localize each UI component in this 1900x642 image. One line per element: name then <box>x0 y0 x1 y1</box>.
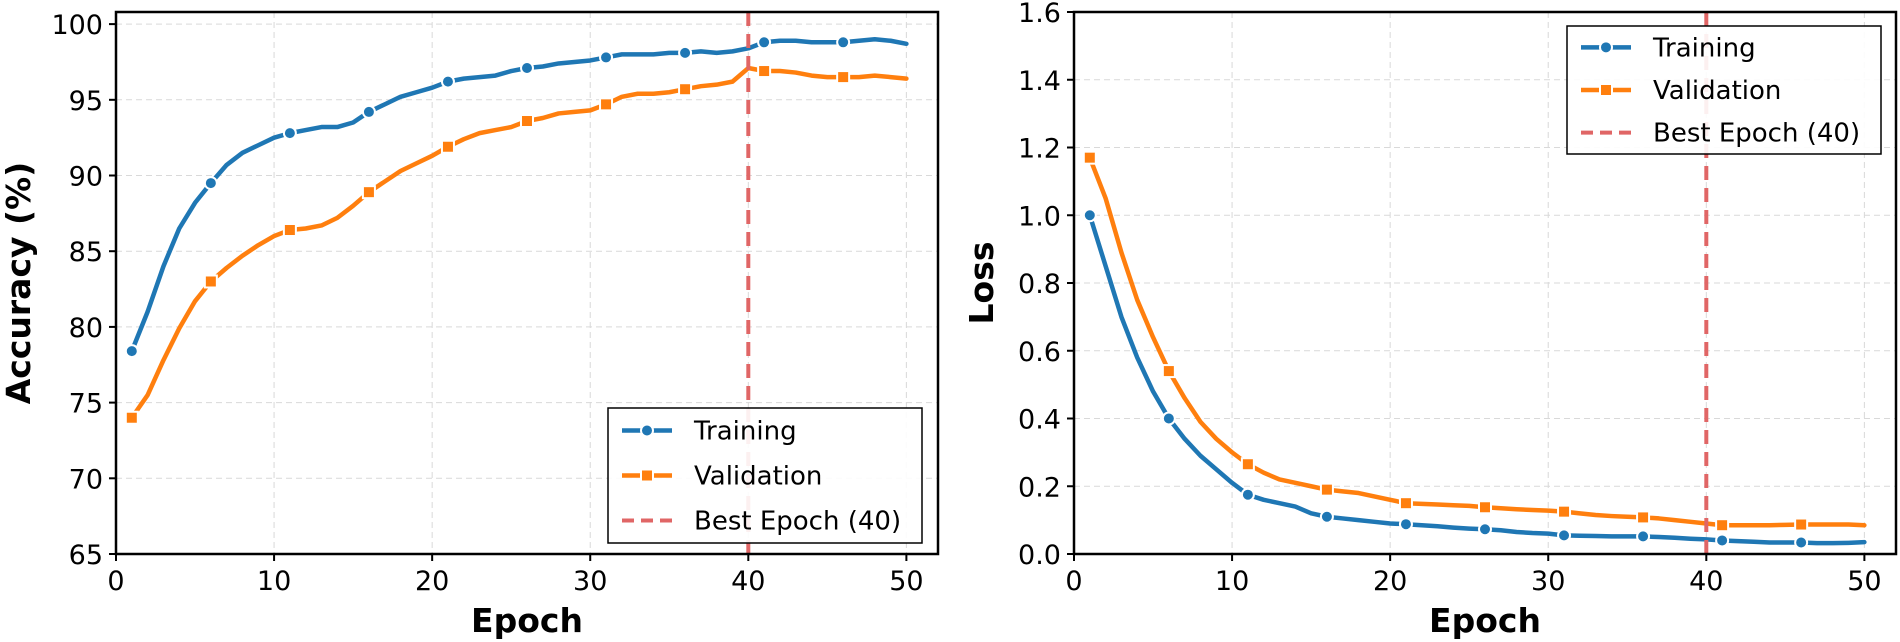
validation-point <box>203 274 218 289</box>
y-axis-label: Loss <box>962 242 1001 325</box>
training-point <box>599 50 614 65</box>
y-tick-label: 65 <box>69 540 103 571</box>
y-tick-label: 70 <box>69 464 103 495</box>
validation-point <box>520 114 534 129</box>
legend-marker-validation <box>1599 83 1613 97</box>
validation-point <box>678 82 693 97</box>
y-tick-label: 75 <box>69 389 103 420</box>
x-axis-label: Epoch <box>471 601 583 640</box>
legend-label-best-epoch-40: Best Epoch (40) <box>1653 119 1860 149</box>
validation-point <box>1557 504 1572 519</box>
legend: Training Validation Best Epoch (40) <box>1566 25 1882 155</box>
chart-panel-1: 0 10 20 30 40 50 65 70 75 80 85 90 95 100 Epoch Accurac… <box>0 10 940 640</box>
training-point <box>1794 535 1809 550</box>
training-series-line <box>1087 213 1867 546</box>
validation-point <box>1161 364 1176 379</box>
training-point <box>282 126 297 141</box>
validation-point <box>124 410 139 425</box>
y-tick-label: 0.4 <box>1018 405 1061 436</box>
validation-point <box>757 64 772 79</box>
training-point <box>1478 522 1492 537</box>
x-tick-label: 0 <box>107 566 124 597</box>
training-point <box>1082 208 1097 223</box>
legend-marker-validation <box>640 468 654 483</box>
validation-point <box>1794 517 1809 532</box>
y-tick-label: 0.0 <box>1018 540 1061 571</box>
x-tick-label: 20 <box>1373 566 1407 597</box>
validation-point <box>361 185 376 200</box>
y-tick-label: 1.6 <box>1018 0 1061 29</box>
x-tick-label: 40 <box>731 566 765 597</box>
legend-label-validation: Validation <box>694 462 822 492</box>
plot-area <box>124 12 909 554</box>
training-point <box>678 45 693 60</box>
validation-series-line <box>1087 155 1867 528</box>
x-tick-label: 30 <box>573 566 607 597</box>
legend-marker-training <box>1599 40 1613 55</box>
plot-area <box>1082 12 1867 554</box>
legend-label-validation: Validation <box>1653 76 1781 106</box>
validation-point <box>1398 496 1413 511</box>
training-point <box>836 35 851 50</box>
x-tick-label: 10 <box>1215 566 1249 597</box>
y-axis-label: Accuracy (%) <box>0 162 38 405</box>
y-tick-label: 0.8 <box>1018 269 1061 300</box>
training-point <box>361 104 376 119</box>
validation-point <box>1715 518 1730 533</box>
legend-label-training: Training <box>1652 33 1756 63</box>
y-tick-label: 1.4 <box>1018 66 1061 97</box>
training-point <box>1636 529 1651 544</box>
y-tick-label: 90 <box>69 162 103 193</box>
training-point <box>440 74 455 89</box>
validation-point <box>1636 510 1651 525</box>
axes-frame <box>114 10 940 556</box>
validation-point <box>1319 482 1334 497</box>
validation-point <box>282 223 297 238</box>
x-tick-label: 0 <box>1065 566 1082 597</box>
x-tick-label: 40 <box>1689 566 1723 597</box>
y-tick-label: 100 <box>51 10 103 41</box>
y-tick-label: 1.0 <box>1018 201 1061 232</box>
validation-point <box>1478 500 1492 515</box>
training-point <box>1715 533 1730 548</box>
validation-point <box>1082 150 1097 165</box>
x-tick-label: 30 <box>1531 566 1565 597</box>
training-point <box>1240 487 1255 502</box>
validation-point <box>1240 457 1255 472</box>
y-tick-label: 95 <box>69 86 103 117</box>
x-axis-label: Epoch <box>1429 601 1541 640</box>
x-tick-label: 20 <box>415 566 449 597</box>
x-tick-label: 50 <box>889 566 923 597</box>
training-point <box>1319 509 1334 524</box>
validation-point <box>836 70 851 85</box>
y-tick-label: 0.6 <box>1018 337 1061 368</box>
legend: Training Validation Best Epoch (40) <box>607 407 923 544</box>
y-tick-label: 80 <box>69 313 103 344</box>
legend-label-best-epoch-40: Best Epoch (40) <box>694 507 901 537</box>
y-tick-label: 1.2 <box>1018 134 1061 165</box>
validation-point <box>440 139 455 154</box>
chart-panel-2: 0 10 20 30 40 50 0.0 0.2 0.4 0.6 0.8 1.0 1.2 1.4 1.6 Ep… <box>962 0 1898 640</box>
training-point <box>1557 528 1572 543</box>
validation-point <box>599 97 614 112</box>
training-point <box>1398 517 1413 532</box>
legend-marker-training <box>640 423 654 438</box>
validation-series-line <box>129 65 909 420</box>
legend-label-training: Training <box>693 417 797 447</box>
x-tick-label: 50 <box>1847 566 1881 597</box>
training-point <box>1161 411 1176 426</box>
y-tick-label: 0.2 <box>1018 472 1061 503</box>
training-point <box>757 35 772 50</box>
training-series-line <box>129 37 909 354</box>
training-point <box>520 61 534 76</box>
training-point <box>124 344 139 359</box>
training-point <box>203 176 218 191</box>
x-tick-label: 10 <box>257 566 291 597</box>
y-tick-label: 85 <box>69 237 103 268</box>
